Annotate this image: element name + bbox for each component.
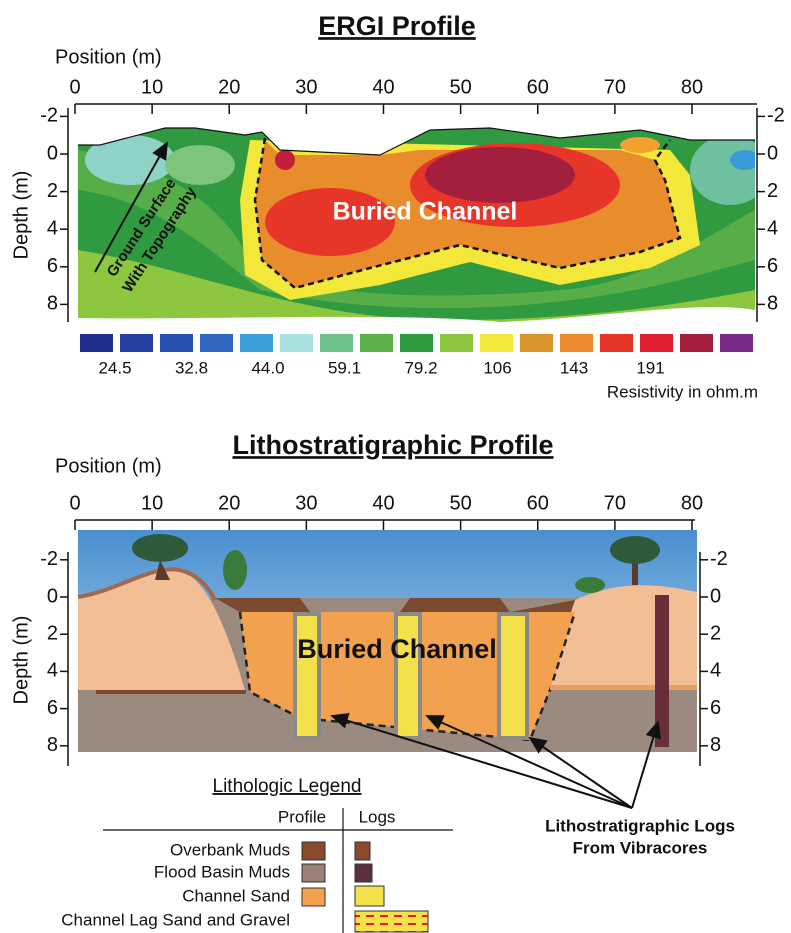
legend-row: Channel Lag Sand and Gravel: [61, 910, 290, 929]
y-tick-label: 4: [47, 660, 58, 682]
y-tick-label: 8: [767, 293, 778, 315]
legend-title: Lithologic Legend: [213, 776, 362, 797]
channel-label: Buried Channel: [297, 634, 497, 664]
x-tick-label: 70: [604, 492, 626, 514]
y-tick-label: 8: [710, 734, 721, 756]
x-tick-label: 30: [295, 76, 317, 98]
legend-header: Profile: [278, 807, 326, 826]
y-tick-label: -2: [40, 548, 58, 570]
y-tick-label: 2: [47, 180, 58, 202]
y-tick-label: -2: [40, 105, 58, 127]
y-tick-label: 8: [47, 734, 58, 756]
legend-row: Flood Basin Muds: [154, 862, 290, 881]
x-axis-label: Position (m): [55, 455, 162, 477]
y-tick-label: 4: [767, 217, 778, 239]
x-tick-label: 50: [450, 492, 472, 514]
callout: From Vibracores: [573, 838, 708, 857]
y-tick-label: 0: [47, 585, 58, 607]
x-tick-label: 70: [604, 76, 626, 98]
legend-row: Channel Sand: [182, 886, 290, 905]
legend-row: Overbank Muds: [170, 840, 290, 859]
colorbar-label: 79.2: [404, 358, 437, 377]
x-tick-label: 80: [681, 492, 703, 514]
y-tick-label: 0: [767, 142, 778, 164]
channel-label: Buried Channel: [333, 198, 518, 226]
x-tick-label: 50: [450, 76, 472, 98]
y-tick-label: 6: [47, 255, 58, 277]
legend-header: Logs: [359, 807, 396, 826]
x-tick-label: 60: [527, 492, 549, 514]
colorbar-label: 24.5: [98, 358, 131, 377]
color-bar: [80, 334, 753, 352]
x-tick-label: 30: [295, 492, 317, 514]
y-axis-label: Depth (m): [10, 616, 32, 705]
y-axis-label: Depth (m): [10, 171, 32, 260]
colorbar-label: 106: [483, 358, 511, 377]
colorbar-label: 191: [636, 358, 664, 377]
y-tick-label: 0: [47, 142, 58, 164]
x-tick-label: 40: [372, 76, 394, 98]
colorbar-label: 143: [560, 358, 588, 377]
litho-title: Lithostratigraphic Profile: [232, 430, 553, 460]
y-tick-label: 2: [767, 180, 778, 202]
x-tick-label: 10: [141, 76, 163, 98]
colorbar-label: 44.0: [251, 358, 284, 377]
y-tick-label: 2: [710, 622, 721, 644]
y-tick-label: 4: [47, 217, 58, 239]
y-tick-label: 8: [47, 293, 58, 315]
y-tick-label: 2: [47, 622, 58, 644]
y-tick-label: -2: [767, 105, 785, 127]
y-tick-label: 6: [47, 697, 58, 719]
x-tick-label: 10: [141, 492, 163, 514]
callout: Lithostratigraphic Logs: [545, 816, 735, 835]
y-tick-label: 4: [710, 660, 721, 682]
x-tick-label: 80: [681, 76, 703, 98]
y-tick-label: 6: [710, 697, 721, 719]
x-tick-label: 60: [527, 76, 549, 98]
colorbar-label: 32.8: [175, 358, 208, 377]
y-tick-label: 6: [767, 255, 778, 277]
x-tick-label: 20: [218, 492, 240, 514]
x-tick-label: 20: [218, 76, 240, 98]
x-tick-label: 0: [69, 492, 80, 514]
x-tick-label: 40: [372, 492, 394, 514]
x-axis-label: Position (m): [55, 46, 162, 68]
colorbar-label: 59.1: [328, 358, 361, 377]
figure: ERGI Profile Position (m) Depth (m) Buri…: [0, 0, 791, 933]
x-tick-label: 0: [69, 76, 80, 98]
y-tick-label: -2: [710, 548, 728, 570]
y-tick-label: 0: [710, 585, 721, 607]
ergi-title: ERGI Profile: [318, 11, 476, 41]
colorbar-unit: Resistivity in ohm.m: [607, 382, 758, 401]
